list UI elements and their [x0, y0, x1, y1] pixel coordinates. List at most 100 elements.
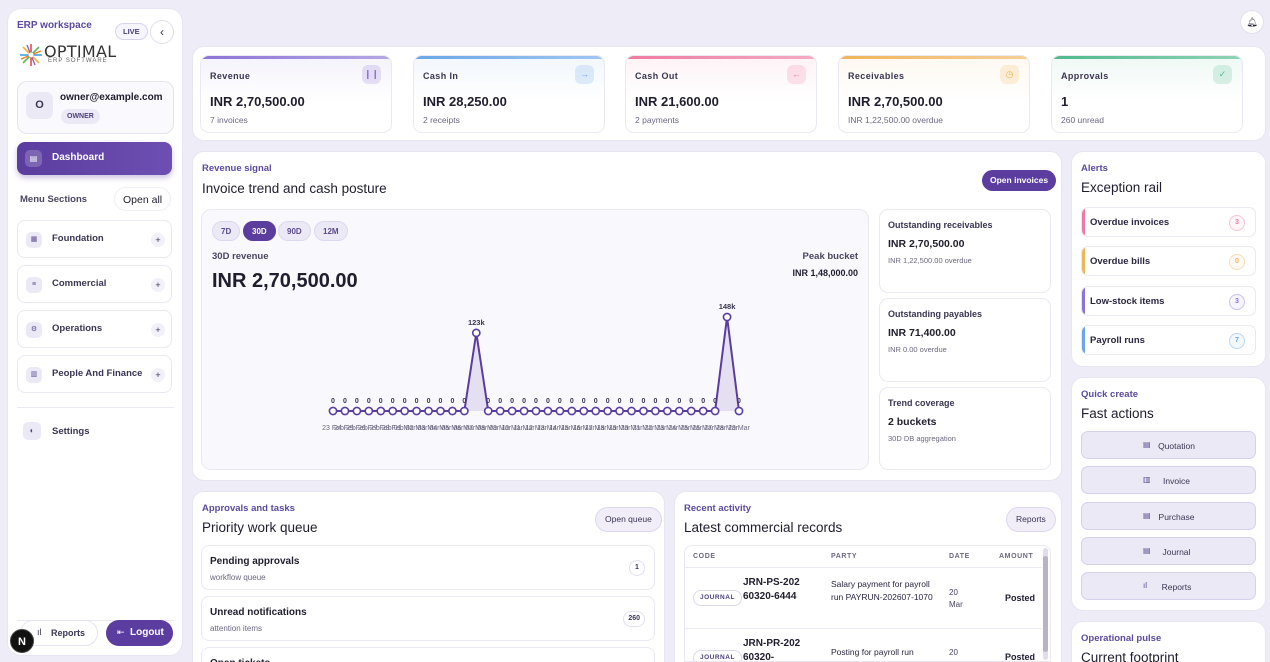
queue-item[interactable]: Open tickets — [201, 647, 655, 662]
chart-point[interactable] — [531, 406, 541, 416]
queue-item[interactable]: Unread notifications attention items 260 — [201, 596, 655, 641]
chart-point[interactable] — [448, 406, 457, 416]
n-badge[interactable]: N — [10, 629, 34, 653]
chart-x-tick-label: 26 Feb — [358, 425, 380, 432]
chart-point[interactable] — [364, 406, 374, 416]
chart-point[interactable] — [388, 406, 398, 416]
chart-point[interactable] — [352, 406, 362, 416]
quick-create-quotation[interactable]: ▤ Quotation — [1081, 431, 1256, 459]
chart-point[interactable] — [424, 406, 433, 416]
alert-overdue-invoices[interactable]: Overdue invoices 3 — [1081, 207, 1256, 237]
alert-payroll-runs[interactable]: Payroll runs 7 — [1081, 325, 1256, 355]
kpi-title: Revenue — [210, 71, 251, 81]
chart-point[interactable] — [579, 406, 589, 416]
scrollbar[interactable] — [1043, 548, 1048, 660]
expand-icon[interactable]: + — [151, 323, 165, 337]
record-code[interactable]: JRN-PR-20260320- — [743, 638, 801, 662]
open-all-button[interactable]: Open all — [114, 187, 172, 211]
chart-point[interactable] — [651, 406, 660, 416]
bell-icon[interactable]: 🔔︎ — [1240, 10, 1264, 34]
chart-point[interactable] — [674, 406, 684, 416]
chart-data-label: 0 — [594, 398, 598, 405]
sidebar-item-commercial[interactable]: ≡ Commercial + — [17, 265, 172, 303]
range-30d-button[interactable]: 30D — [243, 221, 276, 241]
chart-point[interactable] — [483, 406, 493, 416]
chart-point[interactable] — [543, 406, 553, 416]
kpi-card-receivables[interactable]: Receivables INR 2,70,500.00 INR 1,22,500.0… — [838, 55, 1030, 133]
alert-low-stock-items[interactable]: Low-stock items 3 — [1081, 286, 1256, 316]
activity-reports-button[interactable]: Reports — [1006, 507, 1056, 532]
open-queue-button[interactable]: Open queue — [595, 507, 662, 532]
queue-item[interactable]: Pending approvals workflow queue 1 — [201, 545, 655, 590]
chart-point[interactable] — [615, 406, 624, 416]
chart-point[interactable] — [734, 406, 744, 416]
chart-x-tick-label: 28 Mar — [716, 425, 738, 432]
scrollbar-thumb[interactable] — [1043, 556, 1048, 652]
chart-point[interactable] — [555, 406, 565, 416]
chart-point[interactable] — [495, 406, 505, 416]
chart-point[interactable] — [400, 406, 410, 416]
chart-point[interactable] — [328, 406, 338, 416]
kpi-card-revenue[interactable]: Revenue INR 2,70,500.00 7 invoices ❙❙ — [200, 55, 392, 133]
alert-overdue-bills[interactable]: Overdue bills 0 — [1081, 246, 1256, 276]
logout-button[interactable]: ⇤ Logout — [106, 620, 173, 646]
sidebar-item-people-and-finance[interactable]: ▥ People And Finance + — [17, 355, 172, 393]
chart-point[interactable] — [471, 328, 481, 338]
chart-point[interactable] — [710, 406, 720, 416]
chart-point[interactable] — [627, 406, 636, 416]
quick-create-purchase[interactable]: ▤ Purchase — [1081, 502, 1256, 530]
queue-item-subtext: workflow queue — [210, 573, 266, 582]
kpi-title: Receivables — [848, 71, 905, 81]
alert-accent — [1082, 287, 1085, 315]
record-amount: Posted — [1004, 593, 1035, 603]
quick-create-label: Purchase — [1158, 512, 1195, 522]
open-invoices-button[interactable]: Open invoices — [982, 170, 1057, 191]
metric-value: INR 2,70,500.00 — [212, 270, 358, 292]
chart-x-tick-label: 25 Feb — [346, 425, 368, 432]
arrow-left-icon: ← — [787, 65, 806, 84]
chart-point[interactable] — [567, 406, 577, 416]
chart-x-tick-label: 26 Mar — [692, 425, 714, 432]
expand-icon[interactable]: + — [151, 278, 165, 292]
record-code[interactable]: JRN-PS-20260320-6444 — [743, 577, 800, 602]
user-card[interactable]: O owner@example.com OWNER — [17, 81, 174, 134]
kpi-card-approvals[interactable]: Approvals 1 260 unread ✓ — [1051, 55, 1243, 133]
chart-x-tick-label: 04 Mar — [430, 425, 452, 432]
chart-point[interactable] — [603, 406, 613, 416]
chart-point[interactable] — [507, 406, 517, 416]
chart-point[interactable] — [340, 406, 350, 416]
chart-point[interactable] — [698, 406, 708, 416]
chart-point[interactable] — [662, 406, 672, 416]
chart-point[interactable] — [686, 406, 696, 416]
chart-x-tick-label: 01 Mar — [394, 425, 416, 432]
kpi-subtext: 2 receipts — [423, 115, 460, 125]
range-12m-button[interactable]: 12M — [314, 221, 348, 241]
expand-icon[interactable]: + — [151, 368, 165, 382]
sidebar-item-operations[interactable]: ⚙ Operations + — [17, 310, 172, 348]
chart-point[interactable] — [459, 406, 469, 416]
sidebar-item-foundation[interactable]: ▦ Foundation + — [17, 220, 172, 258]
kpi-subtext: 7 invoices — [210, 115, 248, 125]
chart-x-tick-label: 15 Mar — [561, 425, 583, 432]
chart-point[interactable] — [591, 406, 601, 416]
chart-point[interactable] — [412, 406, 421, 416]
quick-create-journal[interactable]: ▤ Journal — [1081, 537, 1256, 565]
quick-create-label: Reports — [1161, 582, 1192, 592]
quick-create-reports[interactable]: ıl Reports — [1081, 572, 1256, 600]
range-7d-button[interactable]: 7D — [212, 221, 241, 241]
chart-point[interactable] — [376, 406, 386, 416]
quick-create-invoice[interactable]: ▥ Invoice — [1081, 466, 1256, 494]
chart-point[interactable] — [436, 406, 445, 416]
kpi-card-cash-in[interactable]: Cash In INR 28,250.00 2 receipts → — [413, 55, 605, 133]
purchase-icon: ▤ — [1143, 511, 1151, 520]
reports-label: Reports — [51, 628, 86, 638]
sidebar-item-dashboard[interactable]: ▤ Dashboard — [17, 142, 172, 175]
collapse-sidebar-button[interactable]: ‹ — [150, 20, 174, 44]
chart-point[interactable] — [722, 312, 732, 322]
range-90d-button[interactable]: 90D — [278, 221, 311, 241]
kpi-card-cash-out[interactable]: Cash Out INR 21,600.00 2 payments ← — [625, 55, 817, 133]
chart-point[interactable] — [639, 406, 648, 416]
chart-point[interactable] — [519, 406, 529, 416]
expand-icon[interactable]: + — [151, 233, 165, 247]
chart-data-label: 0 — [427, 398, 431, 405]
